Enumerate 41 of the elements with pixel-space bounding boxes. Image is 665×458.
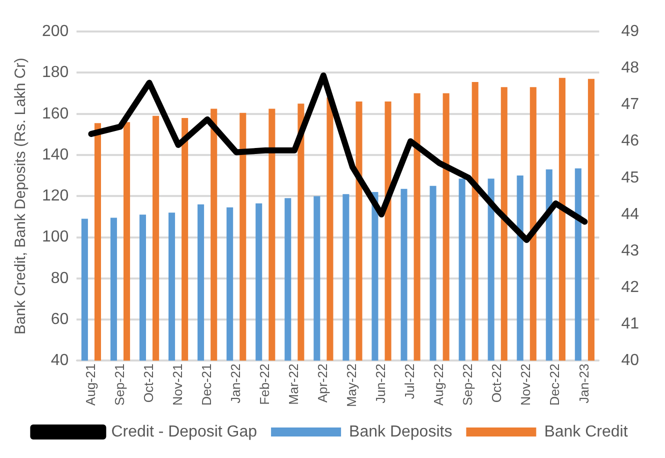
y-tick-label: 200 bbox=[42, 23, 69, 40]
x-tick-label: Mar-22 bbox=[286, 364, 301, 405]
y2-tick-label: 40 bbox=[621, 352, 640, 370]
x-tick-label: Jan-23 bbox=[576, 364, 592, 404]
y2-tick-label: 45 bbox=[621, 169, 640, 186]
y2-tick-label: 48 bbox=[621, 60, 640, 77]
y-tick-label: 160 bbox=[42, 105, 69, 122]
x-tick-label: Sep-22 bbox=[460, 364, 476, 406]
y2-tick-label: 46 bbox=[621, 132, 640, 150]
x-tick-label: Jul-22 bbox=[402, 364, 418, 400]
x-tick-label: Jan-22 bbox=[228, 364, 243, 404]
x-tick-label: Aug-22 bbox=[431, 364, 446, 406]
y2-tick-label: 41 bbox=[621, 315, 640, 332]
y-tick-label: 60 bbox=[50, 310, 69, 328]
x-tick-label: Oct-21 bbox=[140, 364, 156, 403]
y-tick-label: 120 bbox=[42, 188, 69, 205]
y-tick-label: 100 bbox=[42, 228, 69, 246]
y-tick-label: 180 bbox=[42, 64, 69, 82]
y2-tick-label: 49 bbox=[621, 23, 640, 40]
legend-label: Bank Credit bbox=[544, 423, 628, 440]
x-tick-label: Dec-21 bbox=[198, 364, 214, 406]
x-tick-label: Nov-22 bbox=[518, 364, 534, 406]
y2-tick-label: 42 bbox=[621, 278, 640, 296]
y2-tick-label: 43 bbox=[621, 242, 640, 260]
y-tick-label: 80 bbox=[50, 270, 69, 287]
x-tick-label: Apr-22 bbox=[315, 364, 330, 403]
y-axis-title: Bank Credit, Bank Deposits (Rs. Lakh Cr) bbox=[12, 58, 30, 335]
x-tick-label: Feb-22 bbox=[256, 364, 272, 405]
y-tick-label: 40 bbox=[50, 352, 69, 370]
y2-tick-label: 47 bbox=[621, 96, 640, 114]
legend-label: Credit - Deposit Gap bbox=[111, 423, 258, 440]
x-tick-label: Dec-22 bbox=[547, 364, 562, 406]
x-tick-label: Nov-21 bbox=[170, 364, 185, 406]
y-tick-label: 140 bbox=[42, 146, 69, 164]
x-tick-label: Oct-22 bbox=[489, 364, 504, 403]
y2-tick-label: 44 bbox=[621, 206, 640, 223]
x-tick-label: Jun-22 bbox=[373, 364, 388, 404]
x-tick-label: Aug-21 bbox=[82, 364, 98, 406]
x-tick-label: May-22 bbox=[344, 364, 360, 408]
legend-label: Bank Deposits bbox=[349, 423, 452, 440]
x-tick-label: Sep-21 bbox=[112, 364, 127, 406]
